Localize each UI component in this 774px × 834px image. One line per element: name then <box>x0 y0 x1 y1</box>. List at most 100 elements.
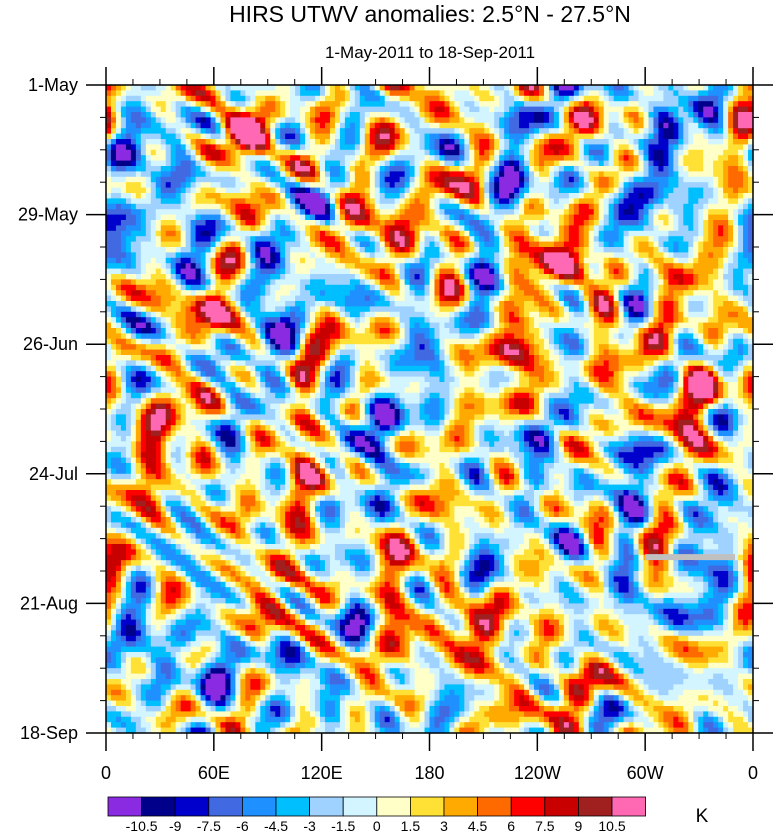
heatmap-cell <box>598 171 605 178</box>
heatmap-cell <box>474 220 480 226</box>
heatmap-cell <box>260 279 266 286</box>
heatmap-cell <box>578 133 585 140</box>
heatmap-cell <box>608 149 615 156</box>
heatmap-cell <box>115 160 122 167</box>
heatmap-cell <box>215 225 222 232</box>
heatmap-cell <box>548 90 555 97</box>
heatmap-cell <box>529 220 535 226</box>
heatmap-cell <box>524 139 530 145</box>
heatmap-cell <box>588 241 595 248</box>
heatmap-cell <box>593 122 600 129</box>
heatmap-cell <box>548 139 555 145</box>
heatmap-cell <box>643 284 650 291</box>
heatmap-cell <box>673 209 679 216</box>
heatmap-cell <box>743 203 749 210</box>
heatmap-cell <box>349 149 356 156</box>
heatmap-cell <box>285 128 291 135</box>
heatmap-cell <box>384 214 391 221</box>
heatmap-cell <box>334 257 341 264</box>
heatmap-cell <box>743 133 749 140</box>
heatmap-cell <box>414 220 421 226</box>
heatmap-cell <box>668 220 674 226</box>
heatmap-cell <box>628 284 635 291</box>
heatmap-cell <box>329 133 336 140</box>
heatmap-cell <box>170 149 177 156</box>
heatmap-cell <box>250 171 256 178</box>
heatmap-cell <box>568 101 575 108</box>
heatmap-cell <box>663 268 669 275</box>
heatmap-cell <box>225 284 232 291</box>
heatmap-cell <box>379 279 386 286</box>
heatmap-cell <box>603 279 610 286</box>
heatmap-cell <box>469 133 475 140</box>
heatmap-cell <box>399 166 406 172</box>
heatmap-cell <box>638 274 645 280</box>
heatmap-cell <box>479 155 485 162</box>
heatmap-cell <box>524 117 530 124</box>
heatmap-cell <box>334 274 341 280</box>
heatmap-cell <box>698 85 704 91</box>
heatmap-cell <box>439 198 446 205</box>
heatmap-cell <box>414 203 421 210</box>
heatmap-cell <box>688 225 694 232</box>
heatmap-cell <box>703 122 709 129</box>
heatmap-cell <box>648 241 655 248</box>
heatmap-cell <box>200 247 207 253</box>
heatmap-cell <box>504 214 510 221</box>
heatmap-cell <box>593 155 600 162</box>
heatmap-cell <box>449 149 455 156</box>
heatmap-cell <box>240 155 246 162</box>
heatmap-cell <box>140 128 147 135</box>
heatmap-cell <box>613 90 620 97</box>
heatmap-cell <box>648 203 655 210</box>
heatmap-cell <box>215 171 222 178</box>
heatmap-cell <box>643 214 650 221</box>
heatmap-cell <box>444 101 451 108</box>
heatmap-cell <box>320 182 326 189</box>
heatmap-cell <box>265 112 271 118</box>
heatmap-cell <box>578 171 585 178</box>
heatmap-cell <box>434 257 441 264</box>
heatmap-cell <box>683 241 689 248</box>
heatmap-cell <box>110 284 117 291</box>
heatmap-cell <box>334 128 341 135</box>
heatmap-cell <box>344 252 351 259</box>
heatmap-cell <box>429 95 436 102</box>
heatmap-cell <box>409 203 416 210</box>
heatmap-cell <box>558 241 565 248</box>
heatmap-cell <box>618 193 625 199</box>
heatmap-cell <box>429 122 436 129</box>
heatmap-cell <box>643 236 650 243</box>
heatmap-cell <box>464 106 470 113</box>
heatmap-cell <box>185 160 192 167</box>
heatmap-cell <box>305 214 311 221</box>
heatmap-cell <box>573 257 580 264</box>
heatmap-cell <box>409 155 416 162</box>
heatmap-cell <box>638 247 645 253</box>
heatmap-cell <box>598 166 605 172</box>
heatmap-cell <box>374 112 381 118</box>
heatmap-cell <box>145 176 152 183</box>
heatmap-cell <box>285 257 291 264</box>
heatmap-cell <box>519 230 525 237</box>
heatmap-cell <box>588 128 595 135</box>
heatmap-cell <box>275 176 281 183</box>
heatmap-cell <box>115 209 122 216</box>
heatmap-cell <box>529 209 535 216</box>
heatmap-cell <box>399 279 406 286</box>
heatmap-cell <box>270 133 276 140</box>
heatmap-cell <box>553 279 560 286</box>
heatmap-cell <box>110 149 117 156</box>
heatmap-cell <box>628 198 635 205</box>
heatmap-cell <box>603 166 610 172</box>
heatmap-cell <box>514 225 520 232</box>
heatmap-cell <box>115 85 122 91</box>
heatmap-cell <box>434 149 441 156</box>
heatmap-cell <box>305 155 311 162</box>
heatmap-cell <box>653 241 660 248</box>
heatmap-cell <box>334 247 341 253</box>
heatmap-cell <box>240 268 246 275</box>
heatmap-cell <box>429 279 436 286</box>
heatmap-cell <box>479 176 485 183</box>
heatmap-cell <box>464 187 470 194</box>
